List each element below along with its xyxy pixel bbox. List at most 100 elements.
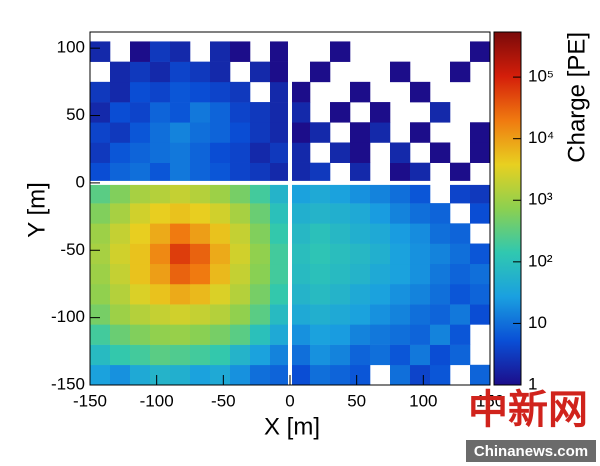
cell (330, 41, 351, 62)
cell (430, 263, 451, 285)
cell (430, 203, 451, 224)
cell (250, 182, 271, 204)
cell (350, 142, 371, 163)
cell (190, 81, 211, 103)
cell (390, 344, 411, 366)
cell (430, 304, 451, 325)
cell (90, 344, 111, 366)
cell (290, 142, 311, 163)
cell (270, 223, 291, 244)
cell (290, 283, 311, 305)
cell (90, 364, 111, 386)
colorbar-tick-label: 10⁴ (528, 128, 554, 147)
cell (230, 41, 251, 62)
cell (130, 364, 151, 386)
cell (110, 61, 131, 83)
cell (190, 61, 211, 83)
cell (170, 142, 191, 163)
watermark-site: Chinanews.com (474, 443, 588, 460)
cell (310, 263, 331, 285)
cell (150, 162, 171, 184)
cell (170, 122, 191, 143)
cell (230, 122, 251, 143)
cell (250, 162, 271, 184)
cell (250, 364, 271, 386)
cell (270, 142, 291, 163)
cell (130, 344, 151, 366)
cell (130, 283, 151, 305)
cell (170, 223, 191, 244)
cell (270, 263, 291, 285)
cell (170, 81, 191, 103)
cell (370, 243, 391, 265)
cell (450, 223, 471, 244)
colorbar-tick-label: 10 (528, 313, 547, 332)
cell (270, 283, 291, 305)
cell (210, 364, 231, 386)
cell (90, 102, 111, 123)
cell (410, 203, 431, 224)
cell (130, 203, 151, 224)
cell (270, 243, 291, 265)
cell (250, 102, 271, 123)
y-tick-label: -100 (51, 307, 85, 326)
cell (110, 122, 131, 143)
cell (430, 243, 451, 265)
cell (150, 102, 171, 123)
cell (110, 223, 131, 244)
cell (170, 324, 191, 345)
cell (190, 162, 211, 184)
cell (430, 344, 451, 366)
cell (210, 223, 231, 244)
cell (410, 243, 431, 265)
cell (250, 263, 271, 285)
cell (170, 182, 191, 204)
x-tick-label: -100 (140, 391, 174, 410)
cell (90, 283, 111, 305)
cell (250, 283, 271, 305)
x-tick-label: -50 (211, 391, 236, 410)
cell (330, 182, 351, 204)
x-tick-label: -150 (73, 391, 107, 410)
cell (230, 324, 251, 345)
cell (370, 263, 391, 285)
cell (410, 364, 431, 386)
cell (230, 81, 251, 103)
cell (230, 182, 251, 204)
cell (370, 283, 391, 305)
cell (150, 364, 171, 386)
cell (150, 41, 171, 62)
cell (310, 243, 331, 265)
cell (170, 283, 191, 305)
cell (230, 203, 251, 224)
cell (170, 61, 191, 83)
cell (410, 304, 431, 325)
cell (150, 344, 171, 366)
colorbar (493, 31, 522, 386)
cell (370, 324, 391, 345)
cell (270, 81, 291, 103)
cell (250, 344, 271, 366)
cell (470, 122, 491, 143)
cell (130, 41, 151, 62)
cell (390, 162, 411, 184)
cell (210, 324, 231, 345)
cell (230, 223, 251, 244)
cell (270, 324, 291, 345)
cell (170, 162, 191, 184)
cell (170, 263, 191, 285)
cell (190, 142, 211, 163)
cell (390, 364, 411, 386)
gap-vertical (288, 32, 292, 385)
cell (410, 223, 431, 244)
cell (110, 304, 131, 325)
cell (430, 364, 451, 386)
cell (470, 304, 491, 325)
cell (430, 223, 451, 244)
cell (410, 81, 431, 103)
cell (150, 263, 171, 285)
cell (190, 243, 211, 265)
cell (270, 162, 291, 184)
cell (110, 364, 131, 386)
cell (130, 142, 151, 163)
